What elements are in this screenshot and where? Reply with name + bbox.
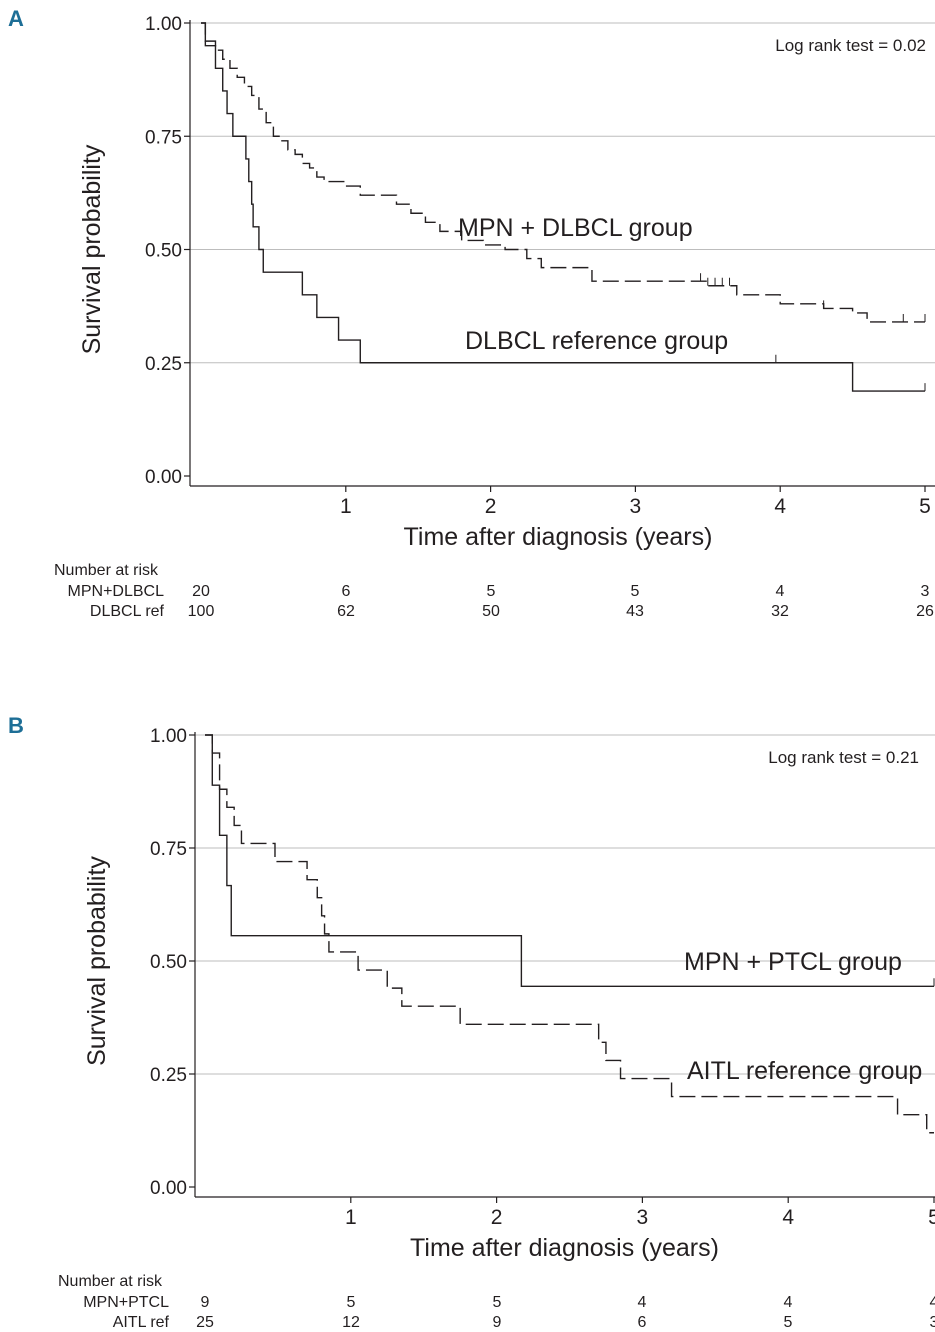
x-tick-label: 4 bbox=[774, 495, 786, 518]
y-tick-label: 0.25 bbox=[150, 1065, 187, 1086]
risk-count: 43 bbox=[626, 603, 644, 620]
risk-count: 50 bbox=[482, 603, 500, 620]
y-tick-label: 1.00 bbox=[145, 14, 182, 35]
panel-letter: A bbox=[8, 6, 24, 31]
y-tick-label: 0.25 bbox=[145, 354, 182, 375]
risk-count: 100 bbox=[188, 603, 215, 620]
x-tick-label: 2 bbox=[491, 1206, 503, 1229]
risk-row-label: MPN+DLBCL bbox=[68, 583, 165, 600]
series-label-2: AITL reference group bbox=[687, 1057, 922, 1085]
series-label-2: DLBCL reference group bbox=[465, 327, 728, 355]
risk-count: 9 bbox=[201, 1294, 210, 1311]
risk-row-label: MPN+PTCL bbox=[83, 1294, 169, 1311]
risk-count: 9 bbox=[493, 1314, 502, 1331]
series-line-1 bbox=[201, 22, 925, 392]
y-tick-label: 0.00 bbox=[145, 467, 182, 488]
risk-count: 3 bbox=[921, 583, 930, 600]
y-tick-label: 1.00 bbox=[150, 726, 187, 747]
y-tick-label: 0.50 bbox=[145, 241, 182, 262]
y-tick-label: 0.75 bbox=[145, 127, 182, 148]
series-line-2 bbox=[201, 22, 925, 323]
y-tick-label: 0.00 bbox=[150, 1178, 187, 1199]
risk-count: 32 bbox=[771, 603, 789, 620]
y-axis-title: Survival probability bbox=[78, 144, 106, 354]
risk-count: 4 bbox=[776, 583, 785, 600]
x-tick-label: 2 bbox=[485, 495, 497, 518]
risk-count: 5 bbox=[347, 1294, 356, 1311]
risk-count: 6 bbox=[638, 1314, 647, 1331]
series-line-2 bbox=[205, 734, 934, 1134]
risk-count: 5 bbox=[493, 1294, 502, 1311]
x-tick-label: 4 bbox=[782, 1206, 794, 1229]
risk-row-label: DLBCL ref bbox=[90, 603, 165, 620]
risk-count: 20 bbox=[192, 583, 210, 600]
x-tick-label: 3 bbox=[637, 1206, 649, 1229]
panel-a: A 0.00 0.25 0.50 0.75 1.00 1 2 3 4 5 Time after dia… bbox=[8, 6, 935, 620]
risk-count: 5 bbox=[784, 1314, 793, 1331]
risk-count: 3 bbox=[930, 1314, 935, 1331]
y-axis-title: Survival probability bbox=[83, 856, 111, 1066]
risk-count: 6 bbox=[342, 583, 351, 600]
x-tick-label: 1 bbox=[345, 1206, 357, 1229]
log-rank-annotation: Log rank test = 0.02 bbox=[775, 36, 926, 55]
x-tick-label: 3 bbox=[630, 495, 642, 518]
x-tick-label: 5 bbox=[928, 1206, 935, 1229]
x-tick-label: 1 bbox=[340, 495, 352, 518]
y-tick-label: 0.50 bbox=[150, 952, 187, 973]
series-label-1: MPN + DLBCL group bbox=[458, 214, 693, 242]
x-axis-title: Time after diagnosis (years) bbox=[404, 523, 713, 551]
risk-count: 12 bbox=[342, 1314, 360, 1331]
log-rank-annotation: Log rank test = 0.21 bbox=[768, 748, 919, 767]
risk-count: 4 bbox=[930, 1294, 935, 1311]
risk-count: 4 bbox=[784, 1294, 793, 1311]
panel-letter: B bbox=[8, 713, 24, 738]
risk-row-label: AITL ref bbox=[113, 1314, 170, 1331]
risk-count: 26 bbox=[916, 603, 934, 620]
risk-count: 5 bbox=[487, 583, 496, 600]
risk-count: 62 bbox=[337, 603, 355, 620]
x-axis-title: Time after diagnosis (years) bbox=[410, 1234, 719, 1262]
risk-count: 4 bbox=[638, 1294, 647, 1311]
series-label-1: MPN + PTCL group bbox=[684, 948, 902, 976]
x-tick-label: 5 bbox=[919, 495, 931, 518]
series-line-1 bbox=[205, 734, 934, 988]
risk-count: 25 bbox=[196, 1314, 214, 1331]
risk-count: 5 bbox=[631, 583, 640, 600]
y-tick-label: 0.75 bbox=[150, 839, 187, 860]
risk-table-header: Number at risk bbox=[54, 562, 159, 579]
risk-table-header: Number at risk bbox=[58, 1273, 163, 1290]
